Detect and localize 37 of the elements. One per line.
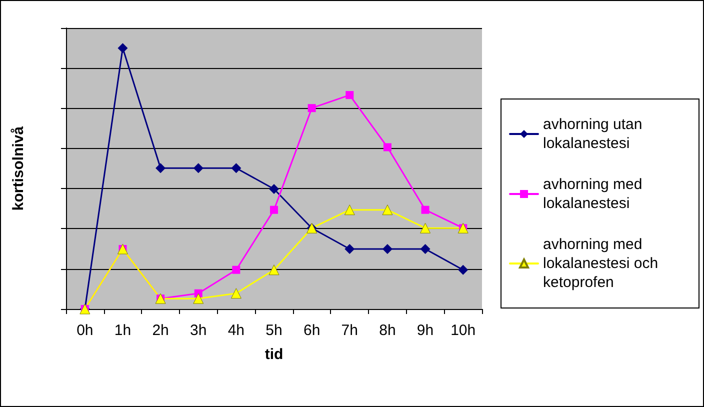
point <box>269 184 279 194</box>
x-axis-title: tid <box>264 346 284 363</box>
x-tick-label: 5h <box>266 322 282 339</box>
point <box>421 206 430 214</box>
point <box>232 266 240 274</box>
x-tick-label: 9h <box>416 322 434 339</box>
x-tick-label: 7h <box>341 322 358 339</box>
x-tick-label: 4h <box>228 322 245 339</box>
point <box>193 163 204 174</box>
x-tick-label: 3h <box>190 322 207 339</box>
point <box>420 222 431 234</box>
point <box>193 293 204 304</box>
point <box>230 288 242 299</box>
y-axis-title: kortisolnivå <box>10 126 27 211</box>
point <box>118 43 128 54</box>
x-tick-label: 8h <box>379 322 396 339</box>
point <box>231 163 242 174</box>
point <box>156 163 166 174</box>
point <box>346 91 354 100</box>
point <box>308 104 316 112</box>
x-tick-label: 1h <box>114 322 132 339</box>
x-tick-label: 6h <box>303 322 320 339</box>
point <box>344 244 355 254</box>
legend-label: avhorning utan lokalanestesi <box>543 116 646 152</box>
legend-label: avhorning med lokalanestesi <box>543 176 646 212</box>
point <box>458 264 468 275</box>
x-tick-label: 2h <box>152 322 169 339</box>
legend-label: avhorning med lokalanestesi och ketoprofen <box>543 236 662 291</box>
point <box>383 143 392 152</box>
point <box>420 244 430 254</box>
point <box>344 204 355 216</box>
point <box>382 204 393 216</box>
point <box>382 244 392 254</box>
point <box>268 264 280 276</box>
x-tick-label: 10h <box>450 322 476 339</box>
x-tick-label: 0h <box>76 322 94 339</box>
point <box>270 206 278 214</box>
